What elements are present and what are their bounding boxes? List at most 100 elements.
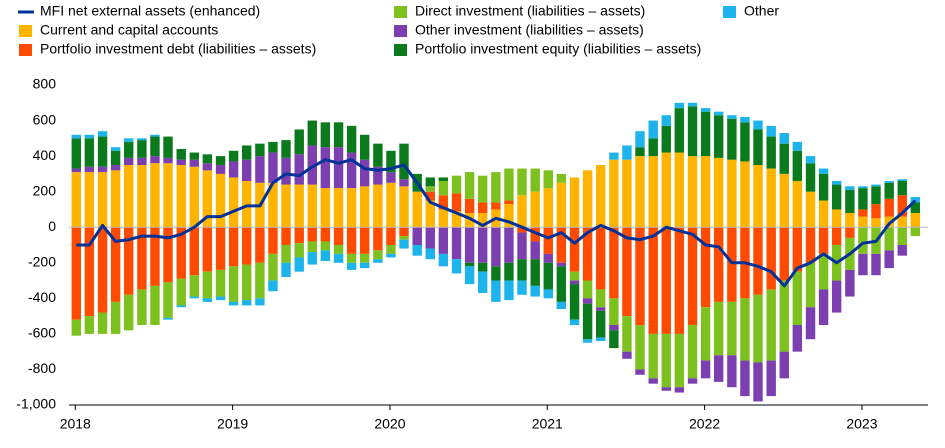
bar: [595, 227, 606, 290]
bar: [241, 159, 252, 181]
bar: [543, 170, 553, 189]
bar: [884, 250, 894, 269]
bar: [504, 168, 514, 201]
bar: [373, 259, 383, 263]
bar: [97, 172, 108, 228]
bar: [871, 186, 881, 205]
bar: [359, 159, 370, 187]
bar: [727, 159, 737, 228]
bar: [845, 186, 855, 190]
bar: [281, 262, 291, 277]
bar: [779, 133, 789, 144]
legend-label: Other investment (liabilities – assets): [415, 22, 644, 38]
bar: [307, 120, 317, 146]
bar: [648, 120, 658, 139]
bar: [648, 378, 658, 384]
bar: [818, 253, 829, 290]
bar: [71, 168, 81, 173]
bar: [792, 150, 803, 181]
legend-swatch: [19, 25, 32, 37]
y-tick-label: -400: [28, 289, 56, 305]
bar: [582, 227, 593, 281]
bar: [386, 150, 396, 173]
bar: [740, 161, 750, 228]
bar: [425, 248, 435, 260]
bar: [661, 115, 671, 126]
bar: [609, 159, 619, 228]
bar: [635, 369, 645, 375]
bar: [805, 262, 816, 308]
bar: [451, 193, 462, 212]
bar: [425, 186, 435, 192]
bar: [438, 253, 449, 267]
bar: [661, 125, 671, 153]
bar: [818, 227, 829, 254]
bar: [163, 282, 173, 318]
bar: [97, 166, 108, 173]
legend-label: Current and capital accounts: [40, 22, 218, 38]
bar: [137, 140, 147, 158]
bar: [137, 157, 147, 165]
x-tick-label: 2018: [60, 416, 91, 432]
bar: [569, 177, 580, 228]
bar: [766, 289, 776, 361]
y-tick-label: 400: [33, 147, 57, 163]
bar: [294, 129, 304, 155]
bar: [779, 173, 789, 228]
bar: [307, 145, 317, 185]
bar: [648, 333, 658, 379]
bar: [189, 275, 199, 297]
bar: [110, 227, 121, 302]
x-tick-label: 2022: [689, 416, 720, 432]
bar: [84, 316, 95, 334]
bar: [373, 184, 383, 228]
bar: [268, 152, 278, 183]
bar: [845, 269, 855, 297]
bar: [648, 138, 658, 157]
bar: [871, 253, 881, 276]
bar: [373, 166, 383, 185]
bar: [517, 232, 527, 260]
bar: [674, 387, 685, 393]
bar: [753, 362, 763, 402]
bar: [871, 184, 881, 187]
bar: [425, 200, 435, 228]
bar: [792, 325, 803, 352]
bar: [202, 271, 213, 299]
bar: [123, 157, 134, 165]
bar: [176, 149, 186, 160]
bar: [137, 138, 147, 141]
bar: [268, 182, 278, 228]
bar: [294, 154, 304, 185]
bar: [543, 227, 553, 254]
bar: [687, 156, 698, 228]
bar: [294, 257, 304, 272]
legend-swatch: [19, 44, 32, 56]
bar: [464, 213, 475, 228]
bar: [569, 227, 580, 272]
bar: [569, 284, 580, 320]
bar: [753, 227, 763, 295]
bar: [556, 301, 567, 309]
bar: [884, 182, 894, 199]
bar: [281, 157, 291, 185]
bar: [150, 134, 160, 137]
bar: [635, 325, 645, 370]
bar: [805, 227, 816, 263]
bar: [622, 159, 632, 228]
bar: [464, 172, 475, 199]
bar: [687, 102, 698, 107]
bar: [530, 227, 540, 242]
bar: [386, 172, 396, 183]
bar: [307, 227, 317, 242]
bar: [910, 202, 921, 213]
bar: [451, 227, 462, 260]
bar: [700, 108, 711, 112]
bar: [307, 184, 317, 228]
bar: [241, 264, 252, 301]
bar: [831, 209, 842, 228]
bar: [215, 269, 226, 297]
legend-label: Other: [744, 3, 779, 19]
bar: [241, 227, 252, 265]
bar: [359, 253, 370, 263]
